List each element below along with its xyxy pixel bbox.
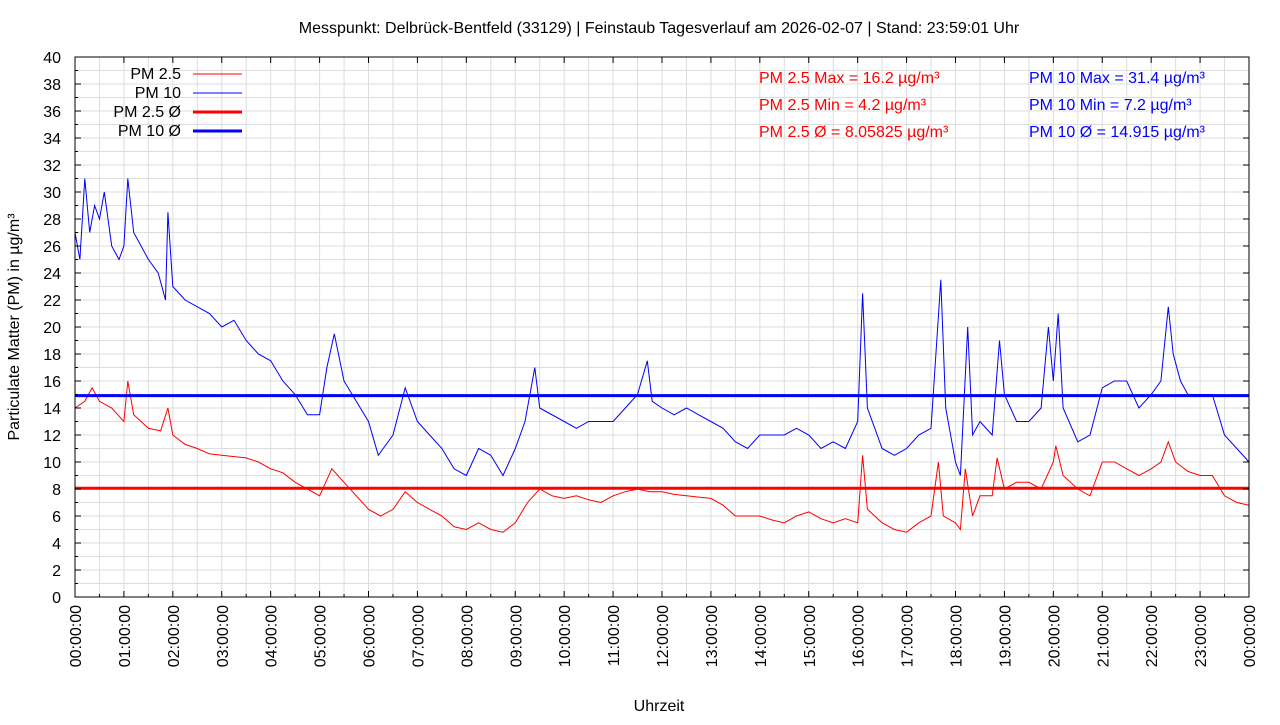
x-tick-label: 17:00:00 <box>900 605 917 667</box>
x-axis-label: Uhrzeit <box>634 698 685 715</box>
y-tick-label: 12 <box>43 428 61 445</box>
y-tick-label: 24 <box>43 266 61 283</box>
chart-title: Messpunkt: Delbrück-Bentfeld (33129) | F… <box>299 20 1020 37</box>
x-tick-label: 04:00:00 <box>264 605 281 667</box>
legend: PM 2.5 PM 10 PM 2.5 Ø PM 10 Ø <box>113 66 242 140</box>
pm25-max-label: PM 2.5 Max = 16.2 µg/m³ <box>759 70 940 87</box>
pm10-series-line <box>74 178 1250 477</box>
legend-label-pm25: PM 2.5 <box>130 66 181 83</box>
x-tick-label: 05:00:00 <box>313 605 330 667</box>
y-tick-label: 36 <box>43 104 61 121</box>
y-tick-label: 22 <box>43 293 61 310</box>
legend-label-pm25-avg: PM 2.5 Ø <box>113 104 181 121</box>
x-tick-label: 19:00:00 <box>997 605 1014 667</box>
y-tick-label: 0 <box>52 590 61 607</box>
y-tick-label: 6 <box>52 509 61 526</box>
pm25-series-line <box>74 380 1250 533</box>
pm10-max-label: PM 10 Max = 31.4 µg/m³ <box>1029 70 1206 87</box>
y-tick-label: 30 <box>43 185 61 202</box>
x-tick-label: 21:00:00 <box>1095 605 1112 667</box>
y-axis-label: Particulate Matter (PM) in µg/m³ <box>6 213 23 441</box>
x-tick-label: 15:00:00 <box>802 605 819 667</box>
y-tick-label: 10 <box>43 455 61 472</box>
legend-label-pm10-avg: PM 10 Ø <box>118 123 181 140</box>
y-tick-label: 38 <box>43 77 61 94</box>
x-tick-label: 07:00:00 <box>410 605 427 667</box>
y-tick-label: 28 <box>43 212 61 229</box>
pm10-avg-label: PM 10 Ø = 14.915 µg/m³ <box>1029 124 1206 141</box>
x-tick-label: 13:00:00 <box>704 605 721 667</box>
axis-ticks: 024681012141618202224262830323436384000:… <box>43 50 1259 667</box>
legend-label-pm10: PM 10 <box>135 85 181 102</box>
y-tick-label: 34 <box>43 131 61 148</box>
x-tick-label: 06:00:00 <box>362 605 379 667</box>
x-tick-label: 22:00:00 <box>1144 605 1161 667</box>
x-tick-label: 14:00:00 <box>753 605 770 667</box>
x-tick-label: 02:00:00 <box>166 605 183 667</box>
y-tick-label: 20 <box>43 320 61 337</box>
x-tick-label: 08:00:00 <box>459 605 476 667</box>
x-tick-label: 18:00:00 <box>949 605 966 667</box>
pm25-avg-label: PM 2.5 Ø = 8.05825 µg/m³ <box>759 124 949 141</box>
y-tick-label: 8 <box>52 482 61 499</box>
grid <box>75 57 1249 597</box>
pm10-min-label: PM 10 Min = 7.2 µg/m³ <box>1029 97 1192 114</box>
y-tick-label: 32 <box>43 158 61 175</box>
y-tick-label: 40 <box>43 50 61 67</box>
x-tick-label: 20:00:00 <box>1046 605 1063 667</box>
y-tick-label: 2 <box>52 563 61 580</box>
y-tick-label: 14 <box>43 401 61 418</box>
x-tick-label: 12:00:00 <box>655 605 672 667</box>
x-tick-label: 16:00:00 <box>851 605 868 667</box>
x-tick-label: 23:00:00 <box>1193 605 1210 667</box>
x-tick-label: 11:00:00 <box>606 605 623 666</box>
x-tick-label: 00:00:00 <box>68 605 85 667</box>
x-tick-label: 01:00:00 <box>117 605 134 667</box>
x-tick-label: 00:00:00 <box>1242 605 1259 667</box>
pm25-min-label: PM 2.5 Min = 4.2 µg/m³ <box>759 97 927 114</box>
series-layer <box>74 178 1250 533</box>
y-tick-label: 16 <box>43 374 61 391</box>
x-tick-label: 09:00:00 <box>508 605 525 667</box>
x-tick-label: 03:00:00 <box>215 605 232 667</box>
y-tick-label: 26 <box>43 239 61 256</box>
y-tick-label: 18 <box>43 347 61 364</box>
y-tick-label: 4 <box>52 536 61 553</box>
x-tick-label: 10:00:00 <box>557 605 574 667</box>
stats-annotations: PM 2.5 Max = 16.2 µg/m³ PM 2.5 Min = 4.2… <box>759 70 1206 141</box>
